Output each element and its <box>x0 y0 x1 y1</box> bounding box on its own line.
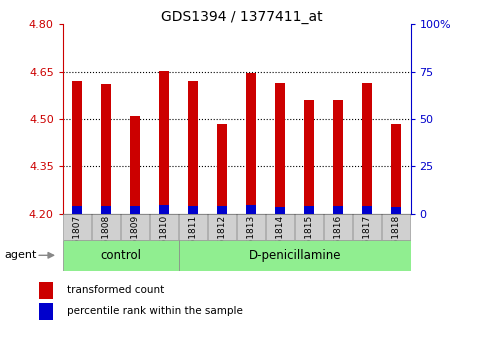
Bar <box>63 240 179 271</box>
Text: D-penicillamine: D-penicillamine <box>248 249 341 262</box>
Bar <box>237 214 265 240</box>
Bar <box>362 83 372 214</box>
Bar <box>63 214 91 240</box>
Text: control: control <box>100 249 141 262</box>
Bar <box>159 205 170 214</box>
Bar <box>362 206 372 214</box>
Bar <box>92 214 120 240</box>
Bar <box>188 81 199 214</box>
Bar <box>333 100 343 214</box>
Bar <box>101 206 112 214</box>
Bar <box>150 214 178 240</box>
Text: GSM61809: GSM61809 <box>131 215 140 265</box>
Bar <box>275 83 285 214</box>
Text: GSM61808: GSM61808 <box>102 215 111 265</box>
Text: agent: agent <box>5 250 37 260</box>
Bar <box>304 206 314 214</box>
Text: GSM61810: GSM61810 <box>160 215 169 265</box>
Bar <box>295 214 323 240</box>
Bar <box>304 100 314 214</box>
Bar <box>382 214 410 240</box>
Bar <box>130 206 141 214</box>
Bar <box>333 206 343 214</box>
Bar <box>72 206 82 214</box>
Bar <box>39 303 53 320</box>
Text: GSM61813: GSM61813 <box>247 215 256 265</box>
Text: transformed count: transformed count <box>67 285 164 295</box>
Bar <box>391 124 401 214</box>
Bar <box>159 71 170 214</box>
Bar <box>72 81 82 214</box>
Text: GSM61811: GSM61811 <box>189 215 198 265</box>
Text: GSM61818: GSM61818 <box>392 215 400 265</box>
Bar <box>324 214 352 240</box>
Bar <box>266 214 294 240</box>
Bar <box>130 116 141 214</box>
Bar <box>391 207 401 214</box>
Bar <box>353 214 381 240</box>
Bar <box>246 205 256 214</box>
Bar <box>101 84 112 214</box>
Bar <box>179 214 207 240</box>
Text: GSM61815: GSM61815 <box>305 215 313 265</box>
Bar <box>188 206 199 214</box>
Bar <box>217 206 227 214</box>
Bar <box>179 240 411 271</box>
Bar <box>246 72 256 214</box>
Text: GDS1394 / 1377411_at: GDS1394 / 1377411_at <box>161 10 322 24</box>
Text: GSM61814: GSM61814 <box>276 215 284 264</box>
Bar <box>275 207 285 214</box>
Text: GSM61807: GSM61807 <box>73 215 82 265</box>
Bar <box>121 214 149 240</box>
Text: GSM61816: GSM61816 <box>334 215 342 265</box>
Bar <box>39 282 53 299</box>
Text: GSM61817: GSM61817 <box>363 215 371 265</box>
Bar <box>208 214 236 240</box>
Text: GSM61812: GSM61812 <box>218 215 227 264</box>
Text: percentile rank within the sample: percentile rank within the sample <box>67 306 243 316</box>
Bar <box>217 124 227 214</box>
